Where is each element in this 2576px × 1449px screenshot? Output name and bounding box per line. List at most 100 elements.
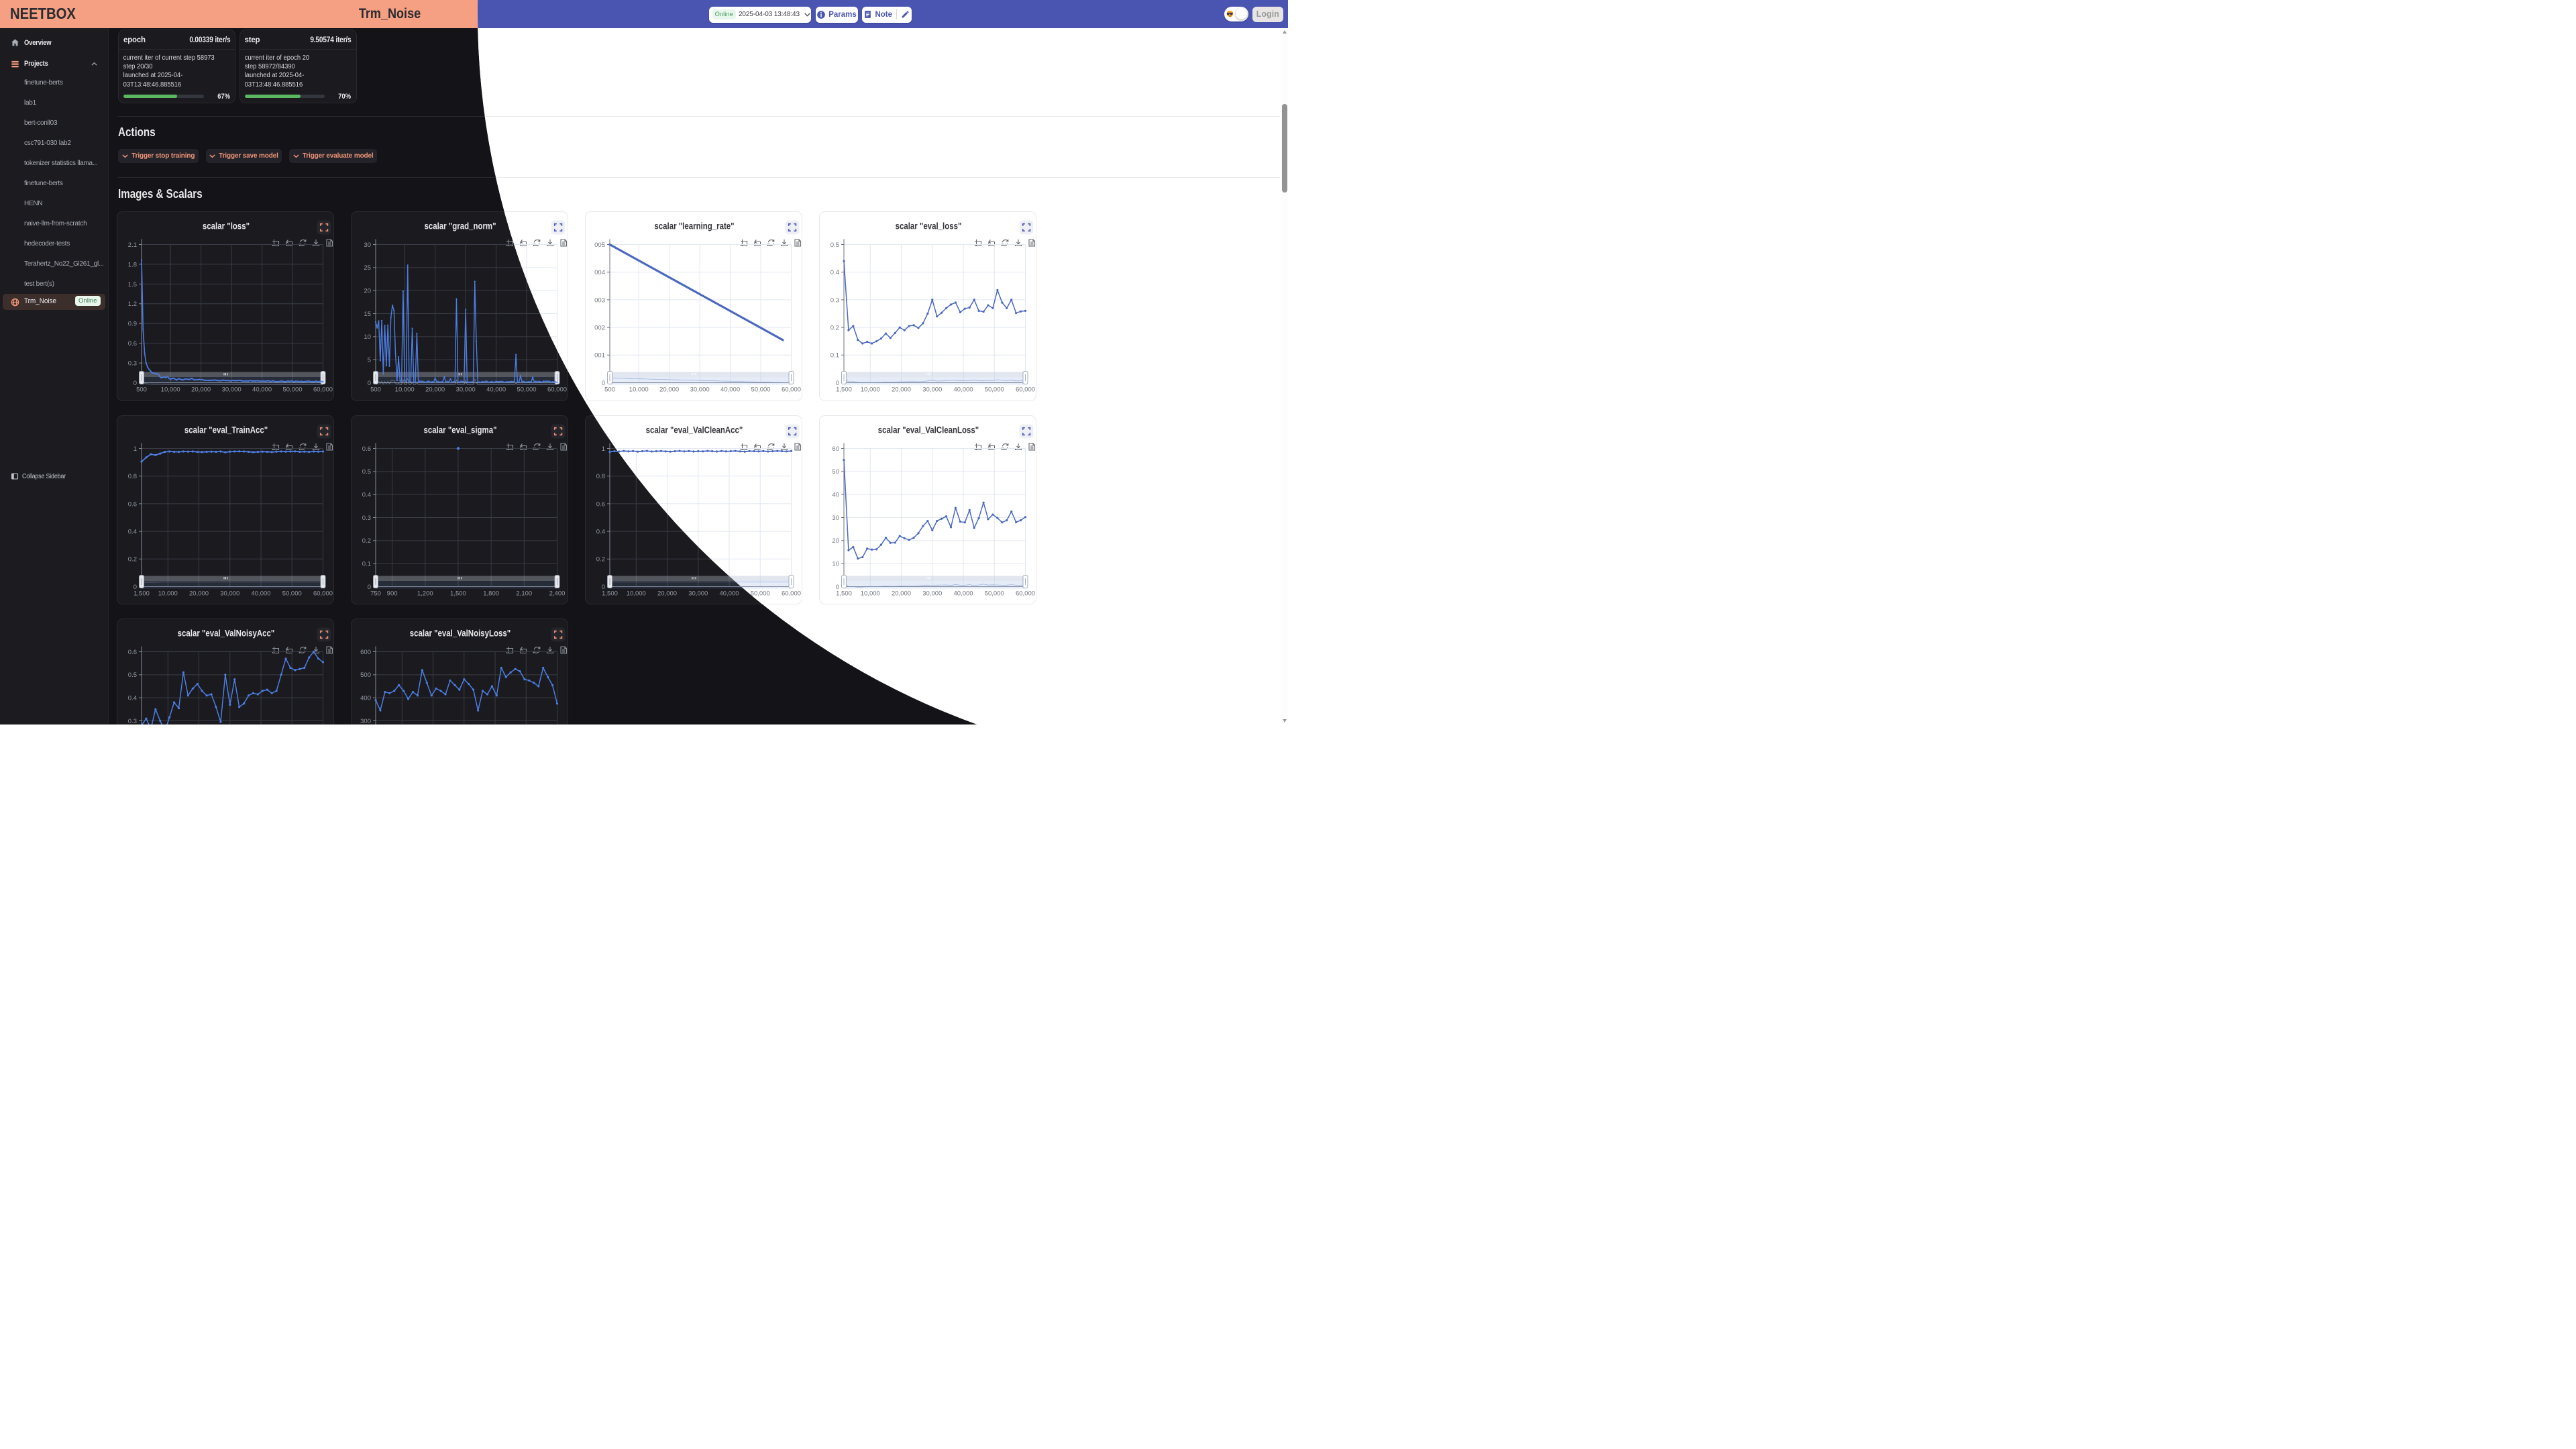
svg-text:2.1: 2.1 (128, 241, 137, 249)
svg-text:50,000: 50,000 (985, 386, 1004, 394)
svg-text:0.3: 0.3 (830, 297, 839, 304)
svg-text:0.4: 0.4 (128, 528, 137, 535)
svg-text:1.2: 1.2 (128, 301, 137, 308)
svg-text:1,500: 1,500 (836, 590, 852, 597)
svg-text:60,000: 60,000 (313, 590, 333, 597)
svg-text:1,200: 1,200 (417, 590, 433, 597)
svg-text:40,000: 40,000 (953, 590, 973, 597)
svg-text:20,000: 20,000 (657, 590, 677, 597)
svg-text:0: 0 (602, 583, 605, 590)
svg-text:0.6: 0.6 (128, 340, 137, 347)
svg-text:50,000: 50,000 (751, 386, 771, 394)
svg-text:001: 001 (594, 352, 605, 360)
svg-text:40: 40 (832, 491, 839, 498)
svg-text:1: 1 (133, 445, 137, 452)
svg-text:20,000: 20,000 (191, 386, 211, 394)
svg-text:10: 10 (832, 560, 839, 568)
svg-text:scalar "eval_ValNoisyLoss": scalar "eval_ValNoisyLoss" (410, 629, 511, 639)
svg-text:005: 005 (594, 241, 605, 249)
svg-text:0: 0 (133, 583, 137, 590)
svg-text:50,000: 50,000 (283, 386, 303, 394)
svg-text:0.4: 0.4 (362, 491, 371, 498)
svg-text:0.2: 0.2 (362, 537, 371, 545)
svg-text:0.2: 0.2 (596, 555, 605, 563)
svg-text:0: 0 (836, 583, 839, 590)
svg-text:30,000: 30,000 (922, 386, 942, 394)
svg-text:10,000: 10,000 (395, 386, 415, 394)
svg-text:750: 750 (370, 590, 381, 597)
svg-text:0.5: 0.5 (128, 672, 137, 679)
svg-text:0.6: 0.6 (596, 500, 605, 508)
svg-text:1,500: 1,500 (450, 590, 466, 597)
svg-text:1: 1 (602, 445, 605, 452)
svg-text:scalar "eval_ValNoisyAcc": scalar "eval_ValNoisyAcc" (178, 629, 275, 639)
svg-text:0.2: 0.2 (128, 555, 137, 563)
svg-text:scalar "eval_loss": scalar "eval_loss" (896, 221, 962, 231)
svg-text:10,000: 10,000 (861, 386, 880, 394)
svg-text:60,000: 60,000 (782, 590, 801, 597)
svg-text:30: 30 (832, 514, 839, 521)
svg-text:0.6: 0.6 (128, 649, 137, 656)
svg-text:0.6: 0.6 (362, 445, 371, 452)
svg-text:50,000: 50,000 (517, 386, 537, 394)
svg-text:60,000: 60,000 (782, 386, 801, 394)
svg-text:scalar "eval_TrainAcc": scalar "eval_TrainAcc" (184, 425, 268, 435)
svg-text:2,400: 2,400 (549, 590, 566, 597)
svg-text:40,000: 40,000 (252, 386, 272, 394)
svg-text:20: 20 (364, 288, 371, 295)
svg-text:10,000: 10,000 (629, 386, 649, 394)
svg-text:1,500: 1,500 (133, 590, 150, 597)
svg-text:scalar "eval_ValCleanLoss": scalar "eval_ValCleanLoss" (878, 425, 979, 435)
svg-text:30,000: 30,000 (690, 386, 710, 394)
svg-text:scalar "loss": scalar "loss" (203, 221, 250, 231)
svg-text:40,000: 40,000 (720, 386, 740, 394)
svg-text:scalar "grad_norm": scalar "grad_norm" (424, 221, 496, 231)
svg-text:0.5: 0.5 (362, 468, 371, 476)
svg-text:60,000: 60,000 (313, 386, 333, 394)
svg-text:2,100: 2,100 (516, 590, 532, 597)
svg-text:1,500: 1,500 (836, 386, 852, 394)
svg-text:0.8: 0.8 (596, 473, 605, 480)
svg-text:scalar "eval_sigma": scalar "eval_sigma" (423, 425, 496, 435)
svg-text:1,500: 1,500 (602, 590, 618, 597)
svg-text:0: 0 (133, 380, 137, 387)
svg-text:400: 400 (360, 695, 371, 702)
svg-text:60,000: 60,000 (547, 386, 567, 394)
svg-text:20,000: 20,000 (892, 386, 911, 394)
svg-text:0.1: 0.1 (362, 560, 371, 568)
svg-text:50,000: 50,000 (282, 590, 302, 597)
svg-text:003: 003 (594, 297, 605, 304)
svg-text:30,000: 30,000 (220, 590, 239, 597)
svg-text:0.3: 0.3 (362, 514, 371, 521)
svg-text:0.1: 0.1 (830, 352, 839, 360)
svg-text:0.9: 0.9 (128, 321, 137, 328)
svg-text:900: 900 (387, 590, 398, 597)
svg-text:50: 50 (832, 468, 839, 476)
svg-text:002: 002 (594, 325, 605, 332)
svg-text:0.2: 0.2 (830, 325, 839, 332)
svg-text:0.3: 0.3 (128, 718, 137, 724)
svg-text:0.4: 0.4 (830, 269, 839, 276)
svg-text:0: 0 (602, 380, 605, 387)
svg-text:5: 5 (368, 357, 371, 364)
svg-text:40,000: 40,000 (486, 386, 506, 394)
svg-text:40,000: 40,000 (251, 590, 270, 597)
svg-text:60: 60 (832, 445, 839, 452)
svg-text:30: 30 (364, 241, 371, 249)
svg-text:500: 500 (370, 386, 381, 394)
svg-text:0.3: 0.3 (128, 360, 137, 367)
svg-text:scalar "eval_ValCleanAcc": scalar "eval_ValCleanAcc" (646, 425, 743, 435)
svg-text:25: 25 (364, 264, 371, 272)
svg-text:50,000: 50,000 (985, 590, 1004, 597)
svg-text:60,000: 60,000 (1016, 386, 1035, 394)
svg-text:500: 500 (604, 386, 615, 394)
svg-text:0: 0 (368, 583, 371, 590)
svg-text:10,000: 10,000 (627, 590, 646, 597)
svg-text:500: 500 (136, 386, 147, 394)
svg-text:60,000: 60,000 (1016, 590, 1035, 597)
svg-text:1.8: 1.8 (128, 261, 137, 268)
svg-text:0.6: 0.6 (128, 500, 137, 508)
svg-text:50,000: 50,000 (751, 590, 770, 597)
svg-text:10,000: 10,000 (161, 386, 180, 394)
svg-text:10,000: 10,000 (158, 590, 178, 597)
